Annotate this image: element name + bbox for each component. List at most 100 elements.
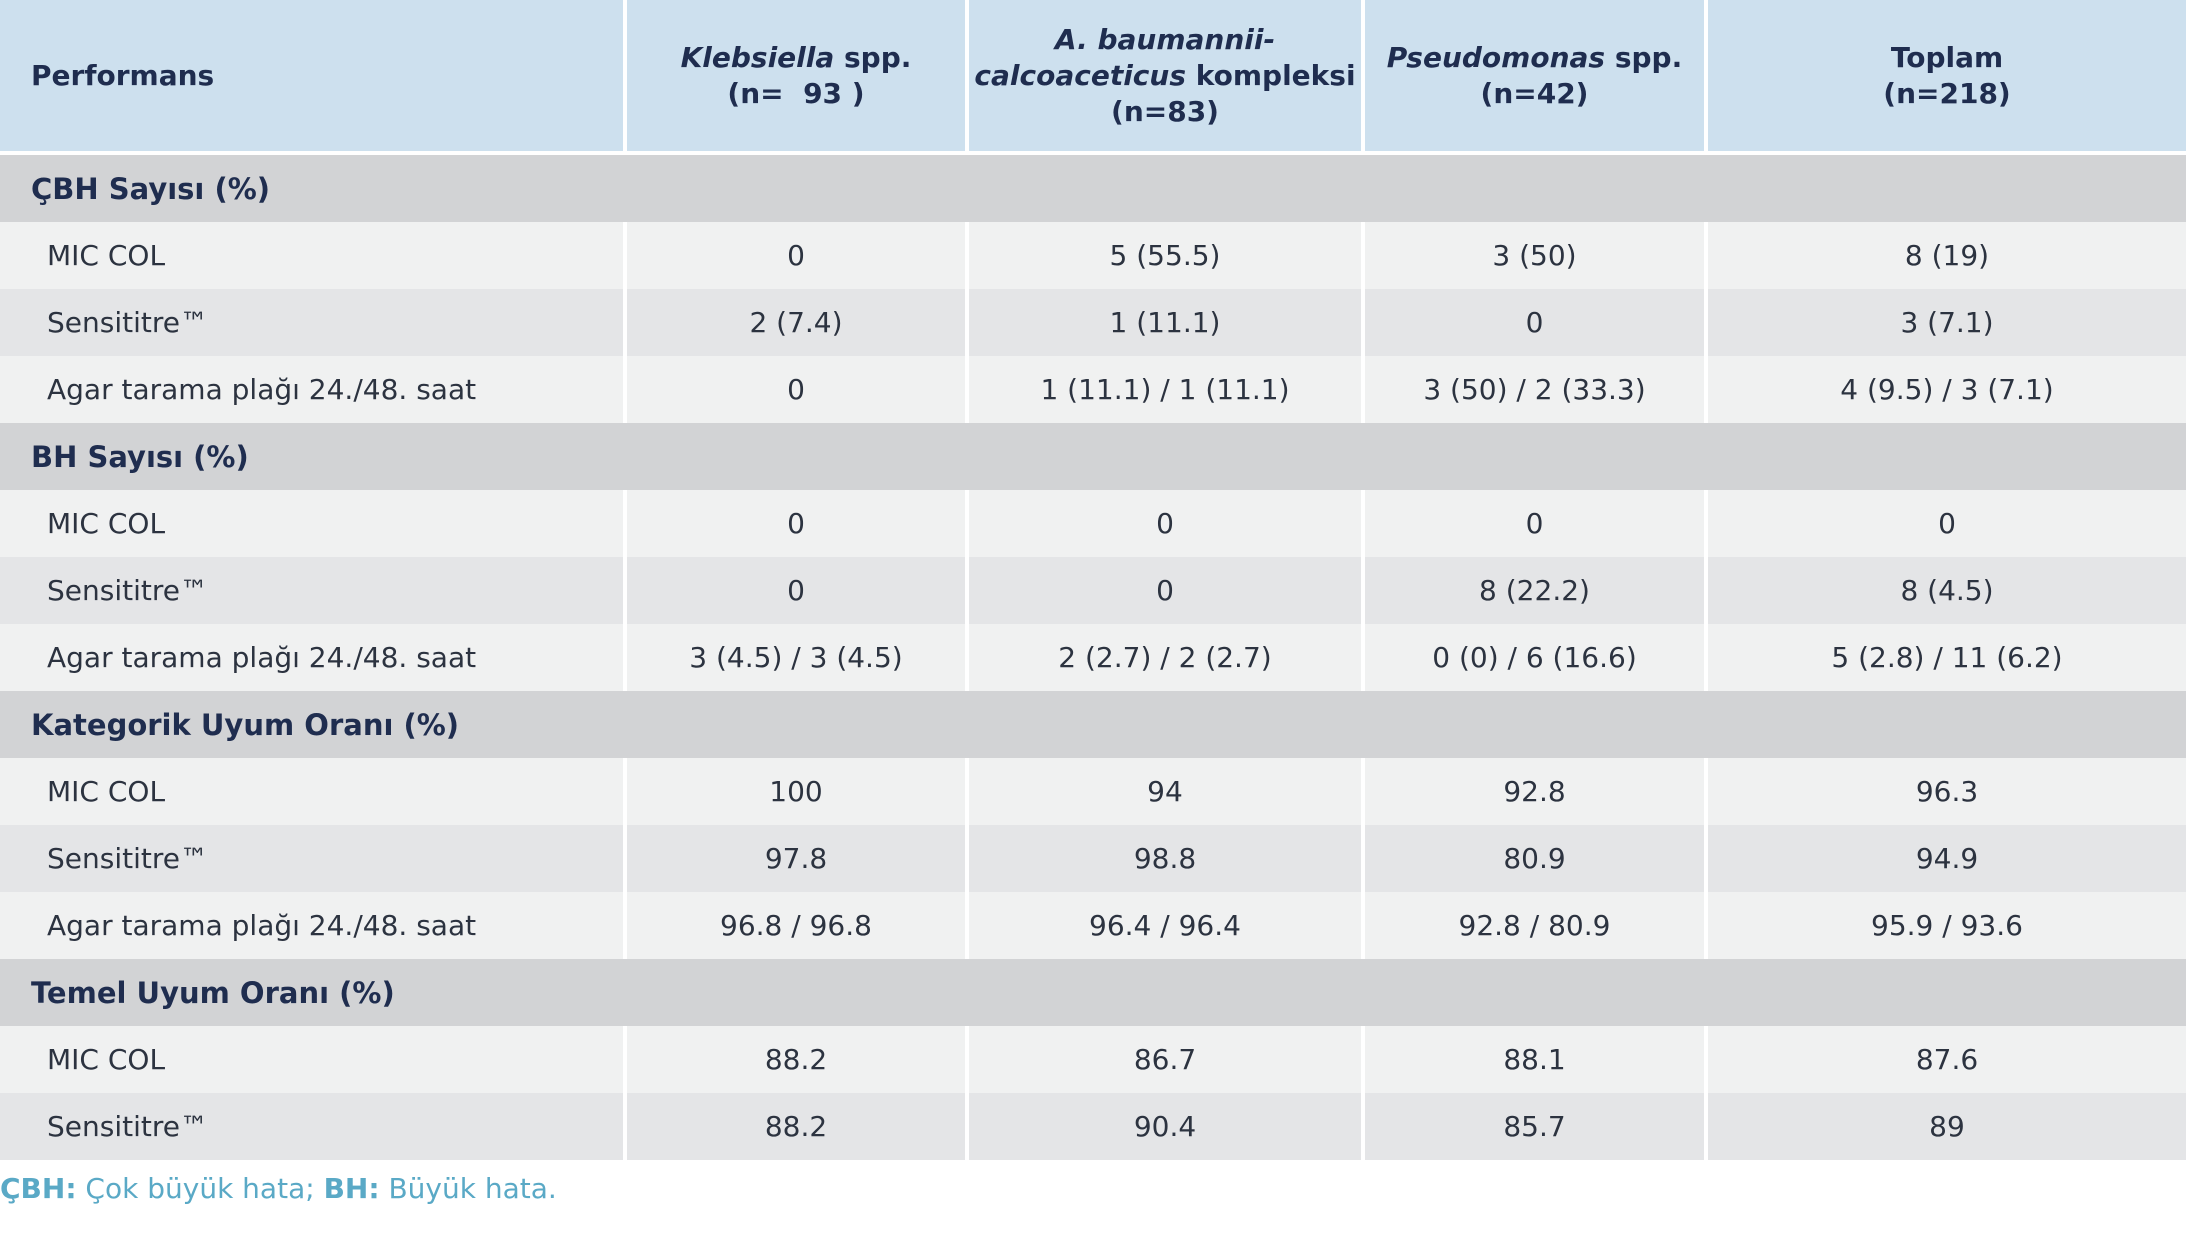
- row-label: Sensititre™: [0, 557, 625, 624]
- cell-value: 3 (50) / 2 (33.3): [1361, 356, 1706, 423]
- header-line: Pseudomonas spp.: [1365, 40, 1704, 76]
- cell-value: 89: [1704, 1093, 2186, 1160]
- header-text: calcoaceticus: [974, 58, 1187, 92]
- header-line: calcoaceticus kompleksi: [969, 58, 1361, 94]
- header-text: Performans: [31, 58, 215, 92]
- performance-table: Performans Klebsiella spp. (n= 93 ) A. baum…: [0, 0, 2186, 1160]
- footnote-text: Çok büyük hata;: [76, 1172, 324, 1205]
- cell-value: 97.8: [623, 825, 967, 892]
- header-text: (n=83): [1111, 94, 1219, 128]
- data-row: MIC COL 0 5 (55.5) 3 (50) 8 (19): [0, 222, 2186, 289]
- cell-value: 3 (50): [1361, 222, 1706, 289]
- data-row: Sensititre™ 2 (7.4) 1 (11.1) 0 3 (7.1): [0, 289, 2186, 356]
- table-body: ÇBH Sayısı (%) MIC COL 0 5 (55.5) 3 (50) 8 (1…: [0, 153, 2186, 1160]
- footnote-text: BH:: [323, 1172, 380, 1205]
- header-line: Performans: [31, 58, 623, 94]
- header-cell: Pseudomonas spp. (n=42): [1361, 0, 1706, 155]
- header-text: A. baumannii-: [1054, 22, 1276, 56]
- section-row: BH Sayısı (%): [0, 423, 2186, 490]
- cell-value: 92.8 / 80.9: [1361, 892, 1706, 959]
- data-row: Sensititre™ 88.2 90.4 85.7 89: [0, 1093, 2186, 1160]
- cell-value: 2 (7.4): [623, 289, 967, 356]
- row-label: MIC COL: [0, 222, 625, 289]
- cell-value: 0: [1361, 490, 1706, 557]
- header-text: Klebsiella: [680, 40, 835, 74]
- row-label: Sensititre™: [0, 825, 625, 892]
- cell-value: 0: [965, 557, 1363, 624]
- header-line: (n=83): [969, 94, 1361, 130]
- cell-value: 0: [623, 222, 967, 289]
- cell-value: 1 (11.1) / 1 (11.1): [965, 356, 1363, 423]
- header-line: (n=218): [1708, 76, 2186, 112]
- cell-value: 88.1: [1361, 1026, 1706, 1093]
- cell-value: 8 (22.2): [1361, 557, 1706, 624]
- row-label: Sensititre™: [0, 1093, 625, 1160]
- cell-value: 96.8 / 96.8: [623, 892, 967, 959]
- cell-value: 94: [965, 758, 1363, 825]
- row-label: MIC COL: [0, 1026, 625, 1093]
- cell-value: 5 (55.5): [965, 222, 1363, 289]
- section-title: BH Sayısı (%): [0, 423, 2186, 490]
- footnote-text: Büyük hata.: [379, 1172, 557, 1205]
- cell-value: 0: [1704, 490, 2186, 557]
- cell-value: 0: [1361, 289, 1706, 356]
- cell-value: 96.3: [1704, 758, 2186, 825]
- row-label: Agar tarama plağı 24./48. saat: [0, 892, 625, 959]
- row-label: Sensititre™: [0, 289, 625, 356]
- header-text: kompleksi: [1186, 58, 1356, 92]
- header-row: Performans Klebsiella spp. (n= 93 ) A. baum…: [0, 0, 2186, 155]
- cell-value: 5 (2.8) / 11 (6.2): [1704, 624, 2186, 691]
- header-cell: Klebsiella spp. (n= 93 ): [623, 0, 967, 155]
- cell-value: 92.8: [1361, 758, 1706, 825]
- cell-value: 94.9: [1704, 825, 2186, 892]
- cell-value: 88.2: [623, 1093, 967, 1160]
- header-cell: A. baumannii-calcoaceticus kompleksi (n=8…: [965, 0, 1363, 155]
- cell-value: 2 (2.7) / 2 (2.7): [965, 624, 1363, 691]
- row-label: Agar tarama plağı 24./48. saat: [0, 356, 625, 423]
- section-title: Kategorik Uyum Oranı (%): [0, 691, 2186, 758]
- cell-value: 88.2: [623, 1026, 967, 1093]
- section-title: ÇBH Sayısı (%): [0, 153, 2186, 222]
- data-row: Agar tarama plağı 24./48. saat 0 1 (11.1) …: [0, 356, 2186, 423]
- header-text: spp.: [834, 40, 912, 74]
- header-line: (n= 93 ): [627, 76, 965, 112]
- cell-value: 3 (7.1): [1704, 289, 2186, 356]
- header-text: Pseudomonas: [1386, 40, 1606, 74]
- header-cell: Performans: [0, 0, 625, 155]
- cell-value: 8 (19): [1704, 222, 2186, 289]
- cell-value: 0: [623, 557, 967, 624]
- row-label: Agar tarama plağı 24./48. saat: [0, 624, 625, 691]
- cell-value: 98.8: [965, 825, 1363, 892]
- data-row: MIC COL 0 0 0 0: [0, 490, 2186, 557]
- cell-value: 87.6: [1704, 1026, 2186, 1093]
- cell-value: 8 (4.5): [1704, 557, 2186, 624]
- footnote: ÇBH: Çok büyük hata; BH: Büyük hata.: [0, 1172, 557, 1205]
- section-title: Temel Uyum Oranı (%): [0, 959, 2186, 1026]
- header-line: Toplam: [1708, 40, 2186, 76]
- section-row: ÇBH Sayısı (%): [0, 153, 2186, 222]
- data-row: Sensititre™ 97.8 98.8 80.9 94.9: [0, 825, 2186, 892]
- data-row: MIC COL 88.2 86.7 88.1 87.6: [0, 1026, 2186, 1093]
- cell-value: 95.9 / 93.6: [1704, 892, 2186, 959]
- header-line: A. baumannii-: [969, 22, 1361, 58]
- data-row: Sensititre™ 0 0 8 (22.2) 8 (4.5): [0, 557, 2186, 624]
- data-row: Agar tarama plağı 24./48. saat 3 (4.5) / …: [0, 624, 2186, 691]
- cell-value: 1 (11.1): [965, 289, 1363, 356]
- row-label: MIC COL: [0, 490, 625, 557]
- cell-value: 0: [623, 356, 967, 423]
- cell-value: 0: [623, 490, 967, 557]
- header-cell: Toplam (n=218): [1704, 0, 2186, 155]
- cell-value: 80.9: [1361, 825, 1706, 892]
- data-row: Agar tarama plağı 24./48. saat 96.8 / 96.…: [0, 892, 2186, 959]
- header-text: (n=42): [1480, 76, 1589, 110]
- header-text: spp.: [1605, 40, 1683, 74]
- cell-value: 0 (0) / 6 (16.6): [1361, 624, 1706, 691]
- header-text: (n=218): [1883, 76, 2011, 110]
- section-row: Temel Uyum Oranı (%): [0, 959, 2186, 1026]
- data-row: MIC COL 100 94 92.8 96.3: [0, 758, 2186, 825]
- header-text: Toplam: [1890, 40, 2004, 74]
- cell-value: 4 (9.5) / 3 (7.1): [1704, 356, 2186, 423]
- cell-value: 96.4 / 96.4: [965, 892, 1363, 959]
- footnote-text: ÇBH:: [0, 1172, 77, 1205]
